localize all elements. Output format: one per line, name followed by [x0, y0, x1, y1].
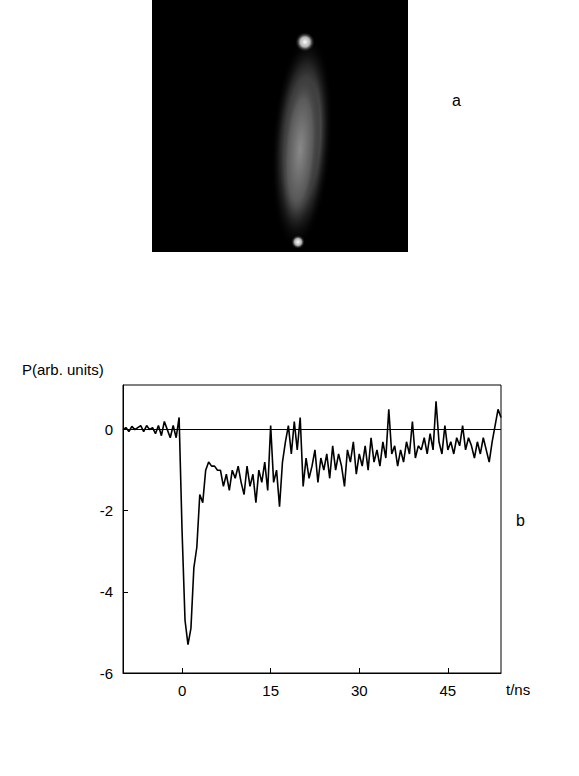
svg-text:-4: -4	[100, 583, 113, 600]
svg-text:0: 0	[178, 682, 186, 699]
svg-text:15: 15	[262, 682, 279, 699]
svg-text:-2: -2	[100, 502, 113, 519]
html-text:b: b	[516, 512, 525, 529]
svg-text:45: 45	[440, 682, 457, 699]
svg-text:-6: -6	[100, 665, 113, 682]
svg-text:P(arb. units): P(arb. units)	[22, 361, 104, 378]
svg-text:30: 30	[351, 682, 368, 699]
svg-text:0: 0	[105, 421, 113, 438]
html-text:a: a	[452, 92, 461, 109]
svg-text:t/ns: t/ns	[506, 681, 530, 698]
